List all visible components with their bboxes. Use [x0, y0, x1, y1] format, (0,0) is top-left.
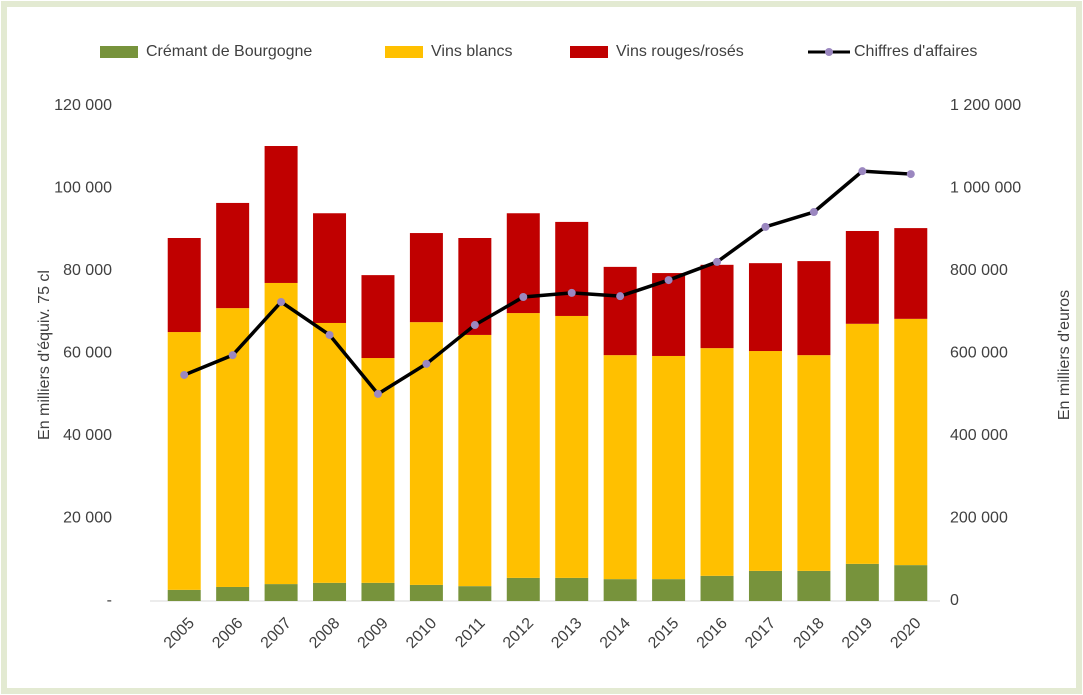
y-tick-label: 120 000 [54, 97, 112, 114]
bar-segment [361, 275, 395, 359]
bar-segment [167, 589, 201, 601]
bar-segment [458, 586, 492, 601]
bar-segment [458, 334, 492, 587]
line [183, 169, 911, 397]
legend-swatch [570, 46, 608, 58]
bar-segment [845, 323, 879, 564]
y2-tick-label: 1 200 000 [950, 97, 1021, 114]
bar-segment [748, 570, 782, 601]
legend-label: Chiffres d'affaires [854, 43, 977, 60]
bar-segment [894, 318, 928, 566]
line-marker [809, 208, 818, 217]
bar-segment [506, 313, 540, 578]
bar-segment [409, 233, 443, 323]
bar-segment [313, 322, 347, 583]
y-tick-label: 60 000 [63, 345, 112, 362]
y-axis-title: En milliers d'équiv. 75 cl [36, 270, 53, 440]
y-tick-label: 20 000 [63, 510, 112, 527]
bar-segment [700, 575, 734, 601]
bar-segment [748, 351, 782, 571]
bar-segment [797, 570, 831, 601]
bar-segment [506, 577, 540, 601]
bar-segment [845, 563, 879, 601]
bar-segment [603, 266, 637, 356]
bar-segment [894, 565, 928, 601]
line-marker [422, 359, 431, 368]
bar-segment [216, 586, 250, 601]
line-marker [325, 330, 334, 339]
line-marker [664, 276, 673, 285]
bar-segment [603, 579, 637, 601]
bar-segment [797, 355, 831, 571]
line-marker [180, 370, 189, 379]
bar-segment [264, 282, 298, 585]
line-marker [228, 351, 237, 360]
bar-segment [216, 202, 250, 309]
bar-segment [409, 584, 443, 601]
y-tick-label: 100 000 [54, 180, 112, 197]
bar-segment [264, 584, 298, 601]
bar-segment [845, 230, 879, 324]
line-marker [713, 257, 722, 266]
legend-swatch [385, 46, 423, 58]
bar-segment [700, 264, 734, 349]
y2-axis-title: En milliers d'euros [1056, 290, 1073, 420]
line-marker [567, 288, 576, 297]
bar-segment [748, 263, 782, 352]
bar-segment [652, 355, 686, 580]
legend-marker [825, 48, 833, 56]
line-marker [761, 222, 770, 231]
bar-segment [603, 355, 637, 580]
y-tick-label: 80 000 [63, 262, 112, 279]
y-tick-label: 40 000 [63, 427, 112, 444]
bar-segment [458, 238, 492, 335]
bar-segment [313, 582, 347, 601]
bar-segment [555, 577, 589, 601]
y2-tick-label: 0 [950, 592, 959, 609]
y2-tick-label: 600 000 [950, 345, 1008, 362]
line-marker [373, 389, 382, 398]
bar-segment [652, 273, 686, 356]
line-marker [906, 170, 915, 179]
legend-label: Crémant de Bourgogne [146, 43, 312, 60]
y2-tick-label: 800 000 [950, 262, 1008, 279]
line-marker [470, 321, 479, 330]
bar-segment [216, 308, 250, 587]
line-marker [519, 292, 528, 301]
y-tick-label: - [107, 592, 112, 609]
y2-tick-label: 1 000 000 [950, 180, 1021, 197]
legend-swatch [100, 46, 138, 58]
bar-segment [652, 579, 686, 601]
legend-label: Vins rouges/rosés [616, 43, 744, 60]
legend-label: Vins blancs [431, 43, 513, 60]
line-marker [616, 292, 625, 301]
y2-tick-label: 200 000 [950, 510, 1008, 527]
bar-segment [167, 238, 201, 333]
bar-segment [361, 582, 395, 601]
bar-segment [894, 228, 928, 319]
bar-segment [797, 261, 831, 356]
bar-segment [700, 348, 734, 576]
line-marker [858, 167, 867, 176]
bar-segment [264, 146, 298, 283]
y2-tick-label: 400 000 [950, 427, 1008, 444]
bar-segment [555, 221, 589, 316]
bar-segment [313, 213, 347, 323]
bar-segment [555, 315, 589, 578]
line-marker [277, 297, 286, 306]
